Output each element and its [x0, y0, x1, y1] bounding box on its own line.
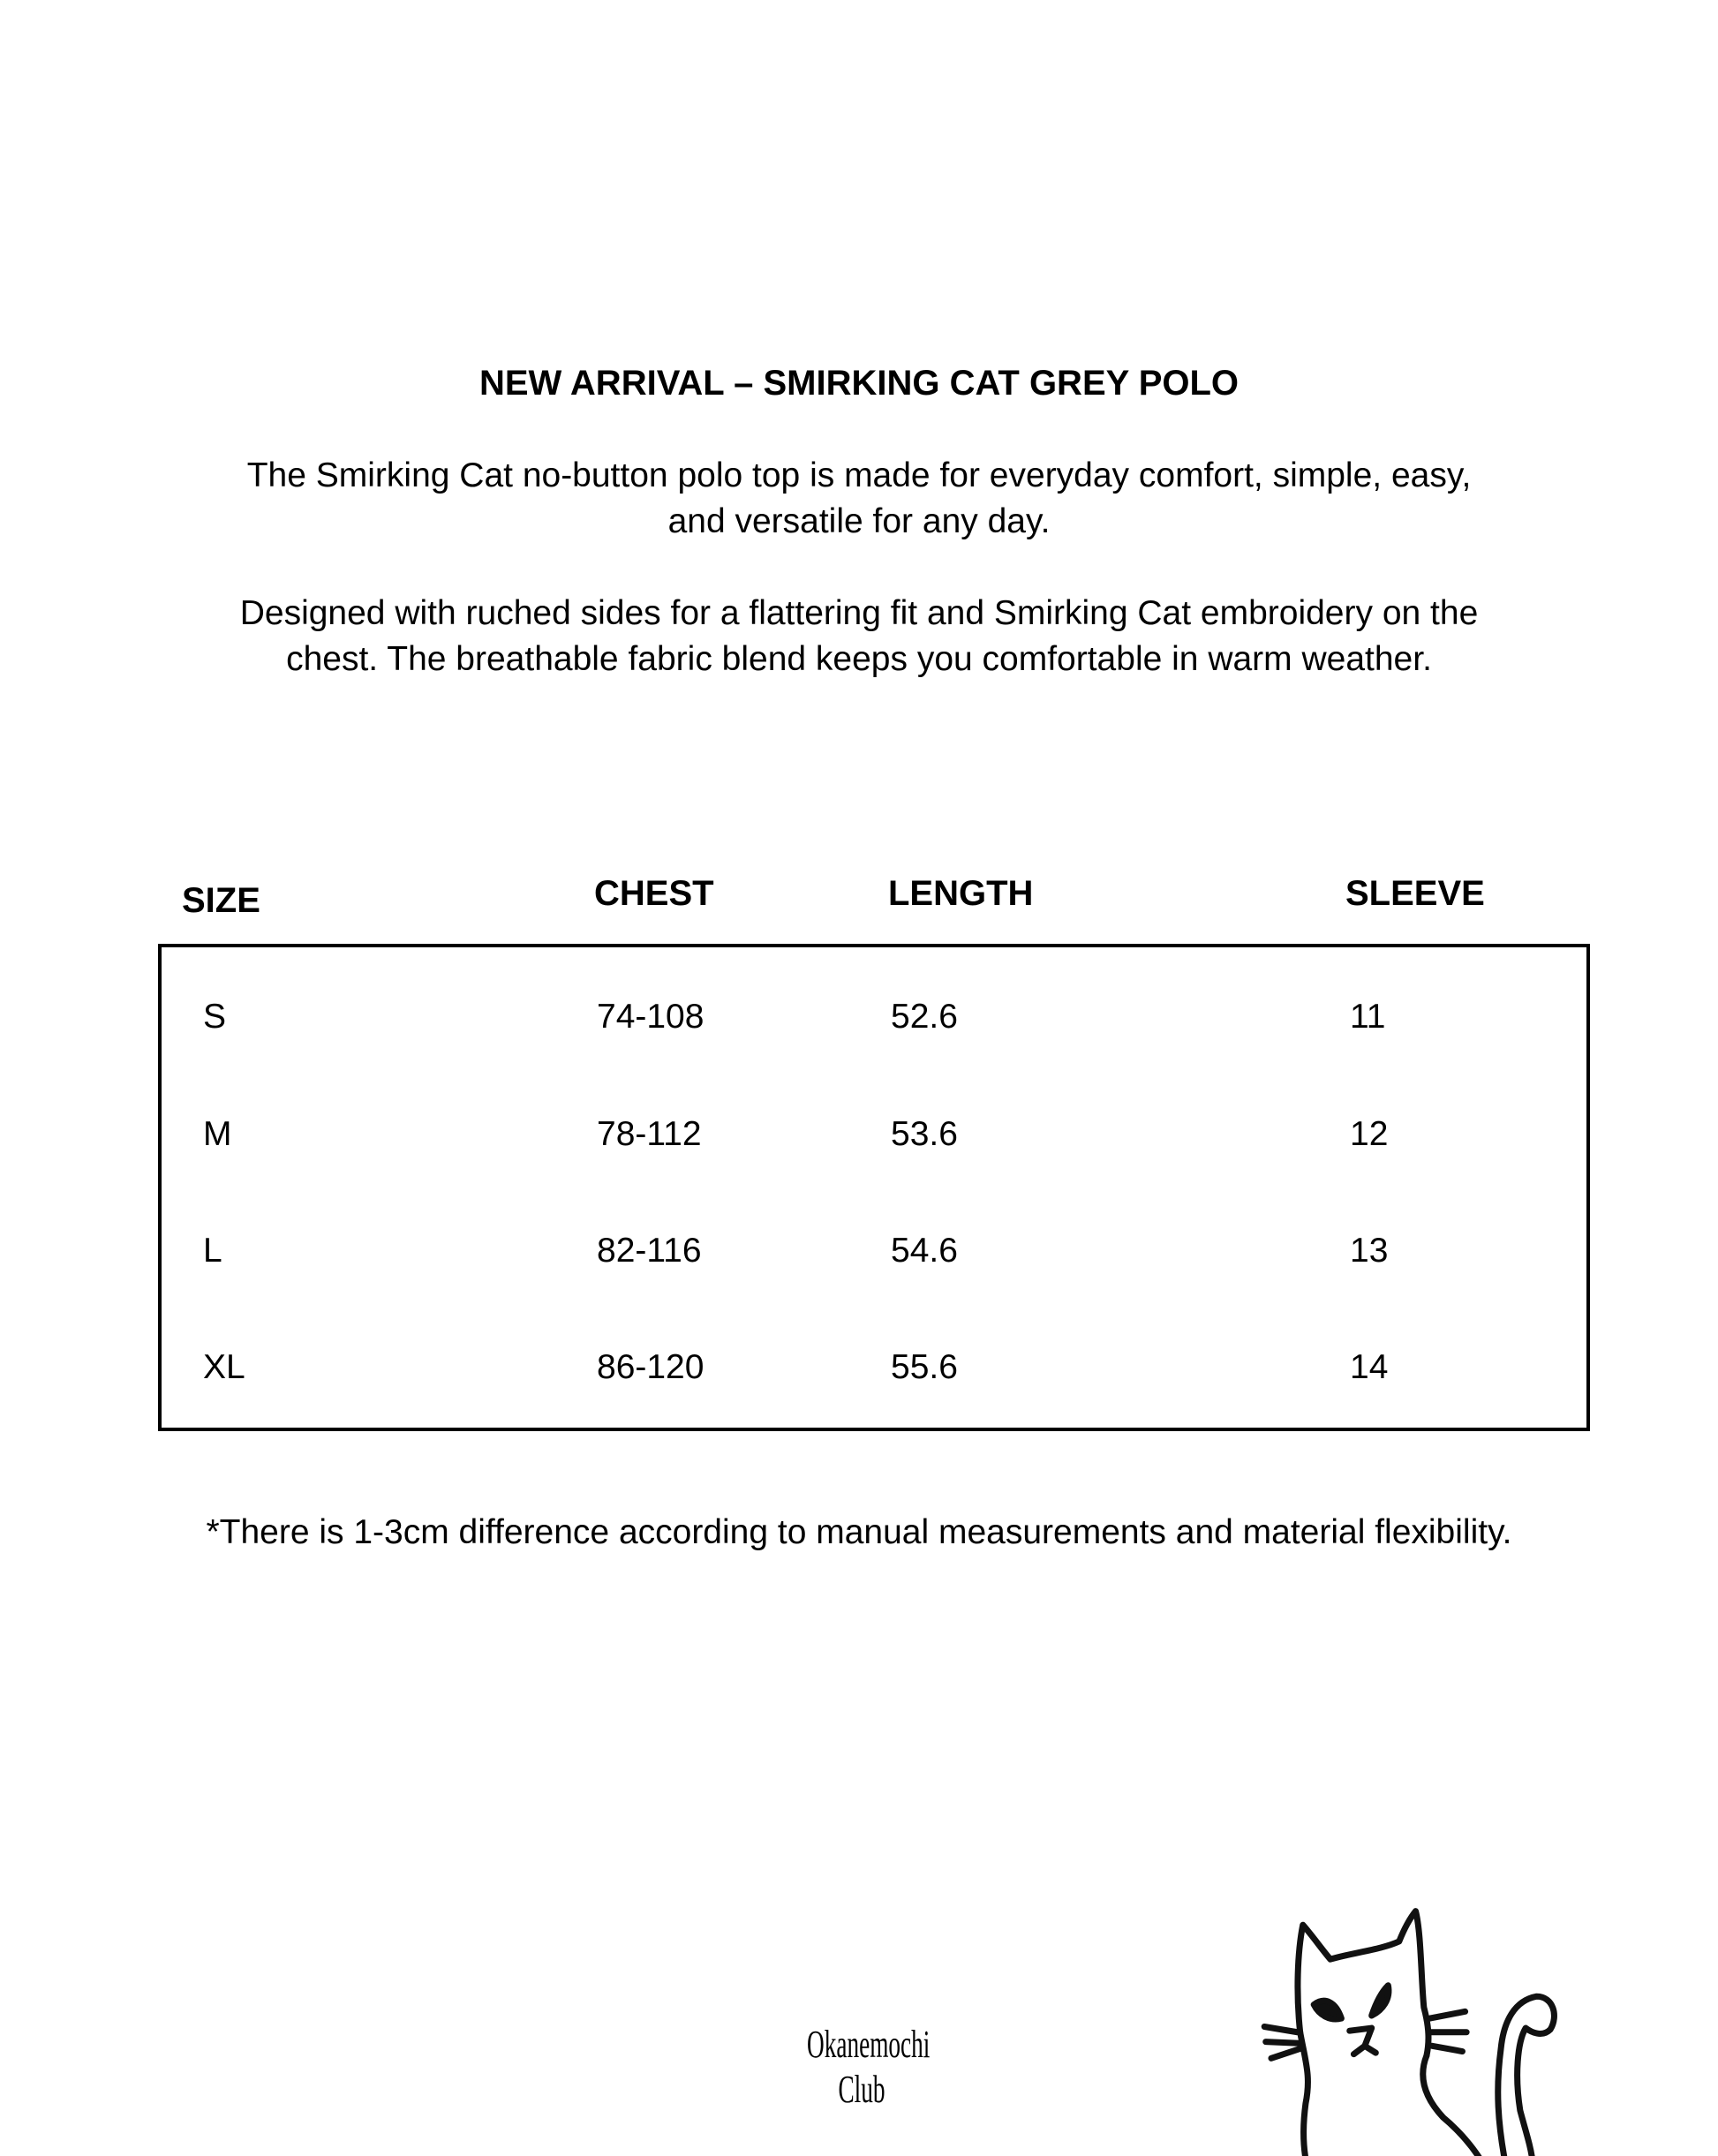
cell-chest: 78-112 [597, 1115, 702, 1153]
text-line: chest. The breathable fabric blend keeps… [286, 640, 1432, 678]
cell-size: M [203, 1115, 232, 1153]
header-chest: CHEST [594, 874, 714, 913]
cell-sleeve: 12 [1350, 1115, 1389, 1153]
header-length: LENGTH [888, 874, 1034, 913]
cell-size: L [203, 1232, 222, 1270]
text-line: Designed with ruched sides for a flatter… [239, 594, 1479, 632]
cell-sleeve: 11 [1350, 998, 1386, 1036]
brand-name: Okanemochi Club [807, 2023, 931, 2111]
cell-size: XL [203, 1348, 245, 1386]
text-line: The Smirking Cat no-button polo top is m… [246, 456, 1472, 494]
cell-length: 52.6 [891, 998, 958, 1036]
header-size: SIZE [182, 881, 260, 920]
cell-chest: 74-108 [597, 998, 705, 1036]
cell-length: 53.6 [891, 1115, 958, 1153]
header-sleeve: SLEEVE [1345, 874, 1485, 913]
page-title: NEW ARRIVAL – SMIRKING CAT GREY POLO [478, 364, 1240, 403]
cell-chest: 82-116 [597, 1232, 702, 1270]
cell-sleeve: 14 [1350, 1348, 1389, 1386]
table-box [158, 944, 1590, 1431]
cell-chest: 86-120 [597, 1348, 705, 1386]
cat-illustration-icon [1261, 1908, 1557, 2156]
cell-length: 55.6 [891, 1348, 958, 1386]
description-paragraph-2: Designed with ruched sides for a flatter… [0, 591, 1718, 682]
cell-length: 54.6 [891, 1232, 958, 1270]
cell-size: S [203, 998, 227, 1036]
text-line: and versatile for any day. [667, 502, 1051, 540]
cell-sleeve: 13 [1350, 1232, 1389, 1270]
footnote: *There is 1-3cm difference according to … [206, 1513, 1512, 1551]
description-paragraph-1: The Smirking Cat no-button polo top is m… [0, 453, 1718, 545]
